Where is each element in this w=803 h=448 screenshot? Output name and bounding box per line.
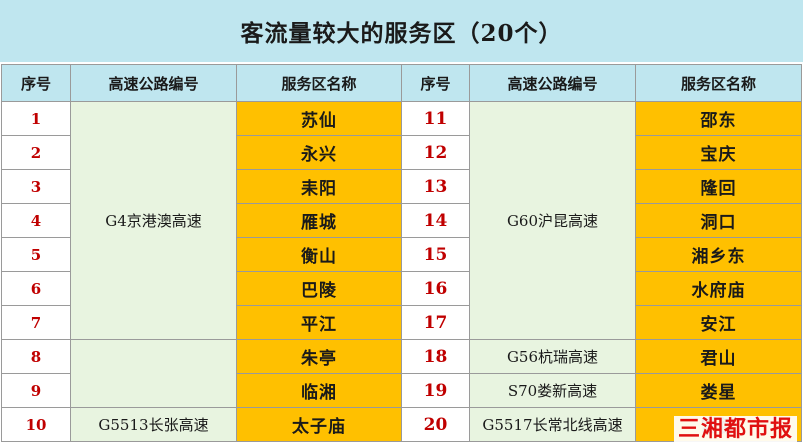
road-cell: G5513长张高速 <box>70 407 237 442</box>
seq-cell: 16 <box>401 271 470 306</box>
seq-cell: 15 <box>401 237 470 272</box>
seq-cell: 17 <box>401 305 470 340</box>
road-cell: G56杭瑞高速 <box>469 339 636 374</box>
service-cell: 临湘 <box>236 373 402 408</box>
header-row: 序号 高速公路编号 服务区名称 序号 高速公路编号 服务区名称 <box>1 64 802 102</box>
seq-cell: 11 <box>401 101 470 136</box>
seq-cell: 3 <box>1 169 71 204</box>
table-row: 5 衡山 15 湘乡东 <box>1 237 802 272</box>
header-road-right: 高速公路编号 <box>469 64 636 102</box>
seq-cell: 4 <box>1 203 71 238</box>
service-cell: 衡山 <box>236 237 402 272</box>
road-cell: G60沪昆高速 <box>469 101 636 340</box>
table-row: 3 耒阳 13 隆回 <box>1 169 802 204</box>
service-cell: 永兴 <box>236 135 402 170</box>
service-cell: 娄星 <box>635 373 802 408</box>
header-seq-right: 序号 <box>401 64 470 102</box>
service-cell: 洞口 <box>635 203 802 238</box>
service-cell: 君山 <box>635 339 802 374</box>
seq-cell: 5 <box>1 237 71 272</box>
seq-cell: 19 <box>401 373 470 408</box>
seq-cell: 1 <box>1 101 71 136</box>
service-area-table: 序号 高速公路编号 服务区名称 序号 高速公路编号 服务区名称 1 G4京港澳高… <box>1 64 802 442</box>
newspaper-watermark-logo: 三湘都市报 <box>673 416 797 444</box>
road-cell: G4京港澳高速 <box>70 101 237 340</box>
service-cell: 安江 <box>635 305 802 340</box>
service-cell: 水府庙 <box>635 271 802 306</box>
seq-cell: 7 <box>1 305 71 340</box>
seq-cell: 8 <box>1 339 71 374</box>
header-service-right: 服务区名称 <box>635 64 802 102</box>
table-row: 6 巴陵 16 水府庙 <box>1 271 802 306</box>
seq-cell: 10 <box>1 407 71 442</box>
table-row: 9 临湘 19 S70娄新高速 娄星 <box>1 373 802 408</box>
seq-cell: 14 <box>401 203 470 238</box>
road-cell: S70娄新高速 <box>469 373 636 408</box>
seq-cell: 9 <box>1 373 71 408</box>
service-cell: 平江 <box>236 305 402 340</box>
header-road-left: 高速公路编号 <box>70 64 237 102</box>
service-cell: 雁城 <box>236 203 402 238</box>
header-seq-left: 序号 <box>1 64 71 102</box>
table-row: 8 朱亭 18 G56杭瑞高速 君山 <box>1 339 802 408</box>
service-cell: 宝庆 <box>635 135 802 170</box>
service-cell: 耒阳 <box>236 169 402 204</box>
seq-cell: 12 <box>401 135 470 170</box>
service-cell: 湘乡东 <box>635 237 802 272</box>
service-cell: 巴陵 <box>236 271 402 306</box>
road-cell <box>70 339 237 408</box>
seq-cell: 18 <box>401 339 470 374</box>
table-title: 客流量较大的服务区（20个） <box>0 0 803 62</box>
header-service-left: 服务区名称 <box>236 64 402 102</box>
service-cell: 朱亭 <box>236 339 402 374</box>
service-cell: 邵东 <box>635 101 802 136</box>
road-cell: G5517长常北线高速 <box>469 407 636 442</box>
table-row: 4 雁城 14 洞口 <box>1 203 802 238</box>
service-cell: 隆回 <box>635 169 802 204</box>
seq-cell: 20 <box>401 407 470 442</box>
table-row: 7 平江 17 安江 <box>1 305 802 340</box>
seq-cell: 6 <box>1 271 71 306</box>
seq-cell: 2 <box>1 135 71 170</box>
seq-cell: 13 <box>401 169 470 204</box>
table-row: 2 永兴 12 宝庆 <box>1 135 802 170</box>
service-cell: 太子庙 <box>236 407 402 442</box>
table-row: 1 G4京港澳高速 苏仙 11 G60沪昆高速 邵东 <box>1 101 802 340</box>
service-cell: 苏仙 <box>236 101 402 136</box>
